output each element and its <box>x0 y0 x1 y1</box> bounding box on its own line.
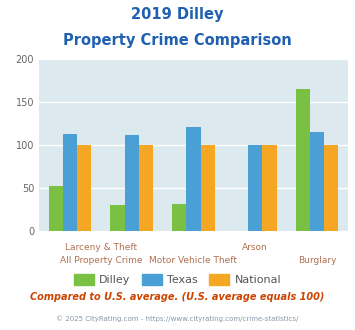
Bar <box>139 145 153 231</box>
Bar <box>201 145 215 231</box>
Text: Arson: Arson <box>242 243 268 251</box>
Bar <box>125 135 139 231</box>
Bar <box>296 89 310 231</box>
Text: All Property Crime: All Property Crime <box>60 256 142 265</box>
Text: 2019 Dilley: 2019 Dilley <box>131 7 224 21</box>
Text: Larceny & Theft: Larceny & Theft <box>65 243 137 251</box>
Bar <box>262 145 277 231</box>
Text: Burglary: Burglary <box>298 256 336 265</box>
Text: Compared to U.S. average. (U.S. average equals 100): Compared to U.S. average. (U.S. average … <box>30 292 325 302</box>
Text: Property Crime Comparison: Property Crime Comparison <box>63 33 292 48</box>
Text: Motor Vehicle Theft: Motor Vehicle Theft <box>149 256 237 265</box>
Bar <box>49 186 63 231</box>
Bar <box>324 145 338 231</box>
Bar <box>63 134 77 231</box>
Bar <box>110 205 125 231</box>
Bar <box>77 145 91 231</box>
Bar <box>172 204 186 231</box>
Legend: Dilley, Texas, National: Dilley, Texas, National <box>69 270 286 289</box>
Text: © 2025 CityRating.com - https://www.cityrating.com/crime-statistics/: © 2025 CityRating.com - https://www.city… <box>56 315 299 322</box>
Bar <box>310 132 324 231</box>
Bar <box>186 127 201 231</box>
Bar <box>248 145 262 231</box>
